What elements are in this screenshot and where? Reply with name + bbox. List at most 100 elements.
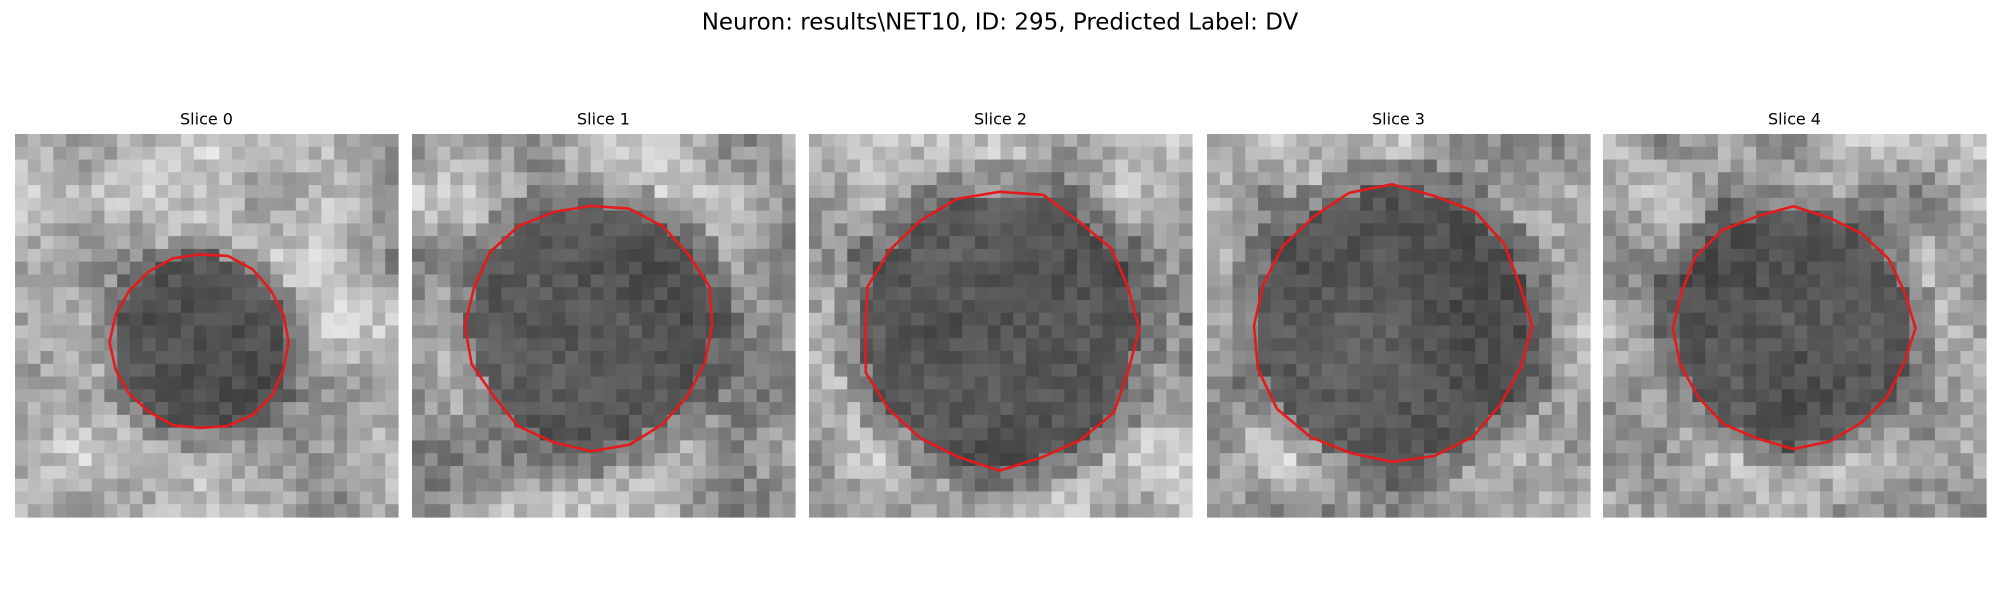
pixel bbox=[1398, 440, 1412, 454]
pixel bbox=[629, 389, 643, 403]
pixel bbox=[1449, 453, 1463, 467]
pixel bbox=[1115, 146, 1129, 161]
pixel bbox=[1603, 134, 1617, 148]
pixel bbox=[911, 172, 925, 186]
pixel bbox=[359, 248, 374, 263]
pixel bbox=[1102, 299, 1116, 314]
pixel bbox=[1692, 287, 1706, 301]
pixel bbox=[1077, 351, 1091, 365]
pixel bbox=[590, 146, 605, 161]
pixel bbox=[1973, 248, 1987, 263]
pixel bbox=[78, 312, 93, 327]
pixel bbox=[1462, 414, 1476, 429]
pixel bbox=[654, 414, 668, 429]
pixel bbox=[1219, 478, 1234, 493]
pixel bbox=[1166, 478, 1180, 493]
pixel bbox=[1347, 287, 1361, 301]
pixel bbox=[1000, 248, 1014, 263]
pixel bbox=[629, 185, 643, 199]
pixel bbox=[15, 312, 29, 327]
pixel bbox=[718, 440, 732, 454]
pixel bbox=[629, 197, 643, 212]
pixel bbox=[1347, 414, 1361, 429]
pixel bbox=[334, 261, 348, 276]
pixel bbox=[142, 402, 157, 416]
pixel bbox=[834, 223, 848, 237]
pixel bbox=[1128, 146, 1142, 161]
pixel bbox=[1424, 197, 1438, 212]
pixel bbox=[1309, 325, 1323, 339]
pixel bbox=[372, 402, 386, 416]
pixel bbox=[372, 325, 386, 339]
pixel bbox=[168, 427, 182, 441]
pixel bbox=[78, 146, 93, 161]
pixel bbox=[1309, 197, 1323, 212]
pixel bbox=[603, 389, 617, 403]
pixel bbox=[1487, 261, 1502, 276]
pixel bbox=[206, 376, 220, 390]
pixel bbox=[1013, 338, 1027, 352]
pixel bbox=[1551, 414, 1566, 429]
pixel bbox=[295, 414, 310, 429]
pixel bbox=[1000, 376, 1014, 390]
pixel bbox=[731, 236, 745, 250]
pixel bbox=[1896, 325, 1910, 339]
pixel bbox=[565, 274, 579, 288]
pixel bbox=[1013, 146, 1027, 161]
pixel bbox=[821, 159, 836, 173]
pixel bbox=[1883, 402, 1898, 416]
pixel bbox=[424, 427, 439, 441]
pixel bbox=[680, 325, 694, 339]
pixel bbox=[526, 414, 541, 429]
pixel bbox=[1768, 223, 1783, 237]
pixel bbox=[1807, 351, 1821, 365]
pixel bbox=[1641, 248, 1655, 263]
pixel bbox=[295, 478, 310, 493]
pixel bbox=[142, 261, 157, 276]
pixel bbox=[1628, 338, 1642, 352]
pixel bbox=[1781, 274, 1796, 288]
pixel bbox=[641, 414, 656, 429]
pixel bbox=[1641, 427, 1655, 441]
pixel bbox=[346, 159, 361, 173]
pixel bbox=[590, 261, 605, 276]
pixel bbox=[1038, 210, 1053, 224]
pixel bbox=[372, 248, 386, 263]
pixel bbox=[1462, 325, 1476, 339]
pixel bbox=[1666, 236, 1681, 250]
pixel bbox=[1858, 210, 1872, 224]
pixel bbox=[577, 376, 592, 390]
pixel bbox=[385, 453, 399, 467]
pixel bbox=[1628, 274, 1642, 288]
pixel bbox=[1768, 146, 1783, 161]
pixel bbox=[860, 146, 874, 161]
pixel bbox=[1551, 261, 1566, 276]
pixel bbox=[1398, 465, 1412, 480]
pixel bbox=[1207, 248, 1221, 263]
pixel bbox=[1462, 172, 1476, 186]
pixel bbox=[475, 325, 490, 339]
pixel bbox=[142, 185, 157, 199]
pixel bbox=[385, 338, 399, 352]
pixel bbox=[1820, 236, 1834, 250]
pixel bbox=[1219, 134, 1234, 148]
pixel bbox=[603, 453, 617, 467]
pixel bbox=[731, 287, 745, 301]
pixel bbox=[1179, 504, 1193, 518]
pixel bbox=[1717, 363, 1732, 378]
pixel bbox=[53, 402, 67, 416]
pixel bbox=[1372, 440, 1387, 454]
pixel bbox=[769, 504, 783, 518]
pixel bbox=[385, 146, 399, 161]
pixel bbox=[1296, 414, 1310, 429]
pixel bbox=[705, 236, 719, 250]
pixel bbox=[1245, 363, 1259, 378]
pixel bbox=[1487, 134, 1502, 148]
pixel bbox=[552, 248, 566, 263]
pixel bbox=[1334, 504, 1349, 518]
pixel bbox=[15, 261, 29, 276]
pixel bbox=[1692, 351, 1706, 365]
pixel bbox=[168, 134, 182, 148]
pixel bbox=[193, 274, 208, 288]
